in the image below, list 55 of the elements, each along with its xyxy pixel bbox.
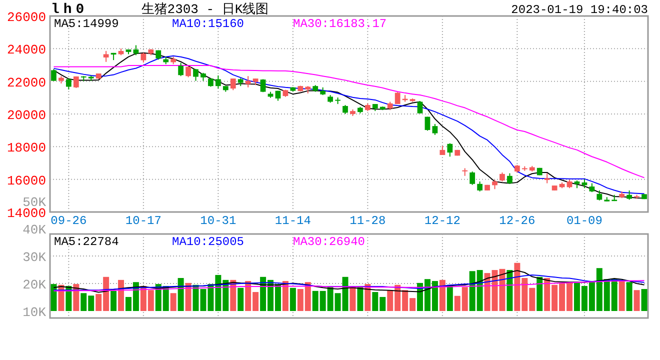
candlestick (140, 52, 146, 64)
line-series (53, 270, 645, 293)
line-series (53, 274, 645, 291)
text: MA10:15160 (172, 17, 244, 31)
candlestick (544, 172, 550, 184)
candlestick (66, 78, 72, 90)
y-tick-label: 14000 (6, 206, 46, 221)
candlestick (447, 142, 453, 158)
x-tick-label: 10-17 (125, 214, 162, 228)
candlestick (245, 76, 251, 88)
text: MA30:16183.17 (293, 17, 387, 31)
candlestick (477, 180, 483, 192)
line-series (53, 280, 645, 292)
y-tick-label: 24000 (6, 42, 46, 58)
candlestick (507, 172, 512, 184)
y-tick-label: 40K (22, 222, 46, 238)
y-tick-label: 22000 (6, 75, 46, 90)
candlestick (492, 179, 498, 190)
candlestick (424, 116, 430, 132)
annotation: lh0 (51, 2, 88, 18)
candlestick (417, 100, 423, 114)
x-tick-label: 11-14 (274, 214, 311, 228)
x-tick-label: 01-09 (566, 214, 602, 228)
candlestick (133, 44, 139, 56)
text: MA30:26940 (293, 235, 366, 249)
y-tick-label: 30K (22, 250, 46, 265)
y-tick-label: 18000 (6, 140, 46, 156)
annotation: 2023-01-19 19:40:03 (511, 3, 648, 17)
candlestick (462, 168, 468, 176)
y-tick-label: 26000 (6, 10, 46, 25)
candlestick (178, 62, 184, 77)
candlestick (470, 170, 476, 186)
y-tick-label: 16000 (6, 173, 46, 188)
text: MA5:14999 (54, 17, 119, 31)
candlestick (626, 190, 632, 200)
y-tick-label: 20000 (6, 108, 46, 123)
text: MA10:25005 (172, 235, 244, 249)
candlestick (260, 78, 266, 93)
candlestick (432, 123, 438, 136)
line-series (53, 64, 645, 178)
candlestick (215, 74, 221, 90)
x-tick-label: 12-26 (499, 214, 536, 228)
y-tick-label: 10K (22, 305, 46, 320)
candlestick (186, 66, 191, 78)
candlestick (596, 190, 602, 201)
x-tick-label: 12-12 (424, 214, 460, 228)
text: MA5:22784 (54, 235, 119, 249)
candlestick (230, 78, 236, 91)
y-tick-label: 20K (22, 278, 46, 292)
x-tick-label: 10-31 (200, 214, 236, 228)
x-tick-label: 11-28 (350, 214, 386, 228)
x-tick-label: 09-26 (50, 214, 87, 228)
candlestick (51, 68, 56, 82)
candlestick (103, 50, 109, 62)
chart-title: 生猪2303 - 日K线图 (141, 2, 269, 17)
